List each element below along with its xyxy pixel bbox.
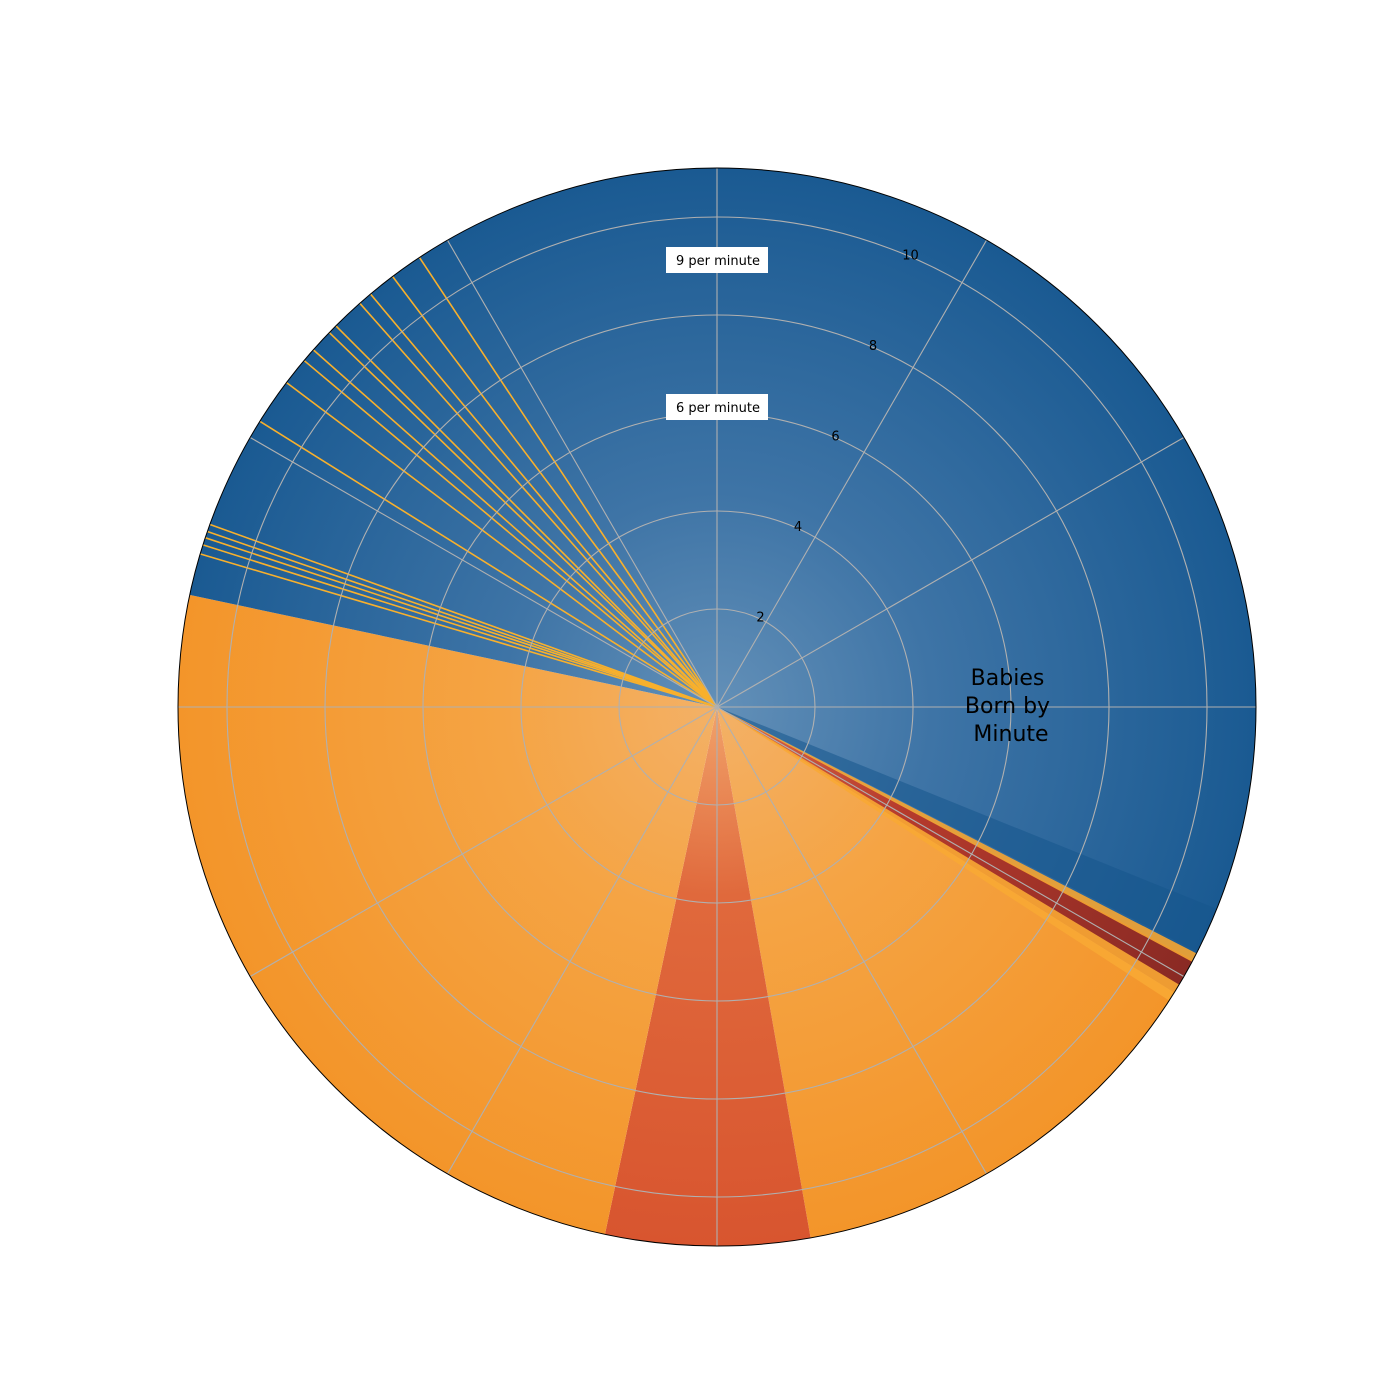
- r-tick-label-10: 10: [902, 248, 919, 263]
- ray-yellow-4: [204, 521, 718, 708]
- annotation-box: [666, 247, 768, 273]
- boundary-band-1: [717, 707, 1201, 965]
- grid-spoke-300: [249, 437, 718, 708]
- data-wedges: [178, 168, 1256, 1246]
- ray-yellow-13: [388, 272, 718, 708]
- r-tick-label-4: 4: [794, 520, 802, 535]
- ray-yellow-6: [282, 378, 718, 708]
- chart-title-line-1: Babies: [971, 666, 1045, 691]
- annotation-label: 6 per minute: [676, 401, 760, 416]
- ray-yellow-8: [309, 345, 718, 708]
- grid-spoke-150: [716, 706, 987, 1175]
- wedge-blue-5: [184, 168, 717, 707]
- rate-annotations: 9 per minute 6 per minute: [666, 247, 768, 420]
- annotation-box: [666, 394, 768, 420]
- r-tick-label-2: 2: [756, 610, 764, 625]
- r-tick-label-6: 6: [831, 429, 839, 444]
- boundary-band-2: [717, 707, 1184, 1004]
- radial-tick-labels: 2 4 6 8 10: [756, 248, 918, 625]
- annotation-1: 6 per minute: [666, 394, 768, 420]
- polar-grid: [178, 168, 1256, 1246]
- grid-spoke-210: [447, 706, 718, 1175]
- chart-title-line-3: Minute: [973, 722, 1048, 747]
- ray-yellow-12: [366, 289, 718, 708]
- ray-yellow-3: [202, 529, 718, 708]
- grid-spoke-120: [716, 706, 1185, 977]
- ray-yellow-2: [200, 535, 718, 708]
- grid-spoke-240: [249, 706, 718, 977]
- wedge-red_dark-1: [717, 707, 1198, 996]
- boundary-band-0: [717, 707, 1222, 954]
- wedge-red-3: [603, 707, 812, 1246]
- ray-yellow-1: [197, 542, 718, 708]
- r-tick-label-8: 8: [869, 339, 877, 354]
- chart-title: Babies Born by Minute: [965, 666, 1057, 747]
- annotation-0: 9 per minute: [666, 247, 768, 273]
- grid-spoke-60: [716, 437, 1185, 708]
- data-rays: [195, 252, 718, 708]
- ray-yellow-7: [299, 356, 718, 708]
- ray-yellow-0: [195, 551, 718, 708]
- grid-spoke-330: [447, 239, 718, 708]
- ray-yellow-9: [325, 328, 718, 708]
- wedge-orange-2: [717, 707, 1179, 1243]
- wedge-orange-4: [178, 593, 717, 1240]
- annotation-label: 9 per minute: [676, 254, 760, 269]
- polar-frame: [177, 167, 1257, 1247]
- ray-yellow-14: [416, 252, 718, 708]
- ray-yellow-11: [355, 299, 718, 708]
- grid-spoke-30: [716, 239, 987, 708]
- ray-yellow-10: [331, 321, 718, 708]
- ray-yellow-5: [255, 418, 718, 708]
- chart-title-line-2: Born by: [965, 694, 1050, 719]
